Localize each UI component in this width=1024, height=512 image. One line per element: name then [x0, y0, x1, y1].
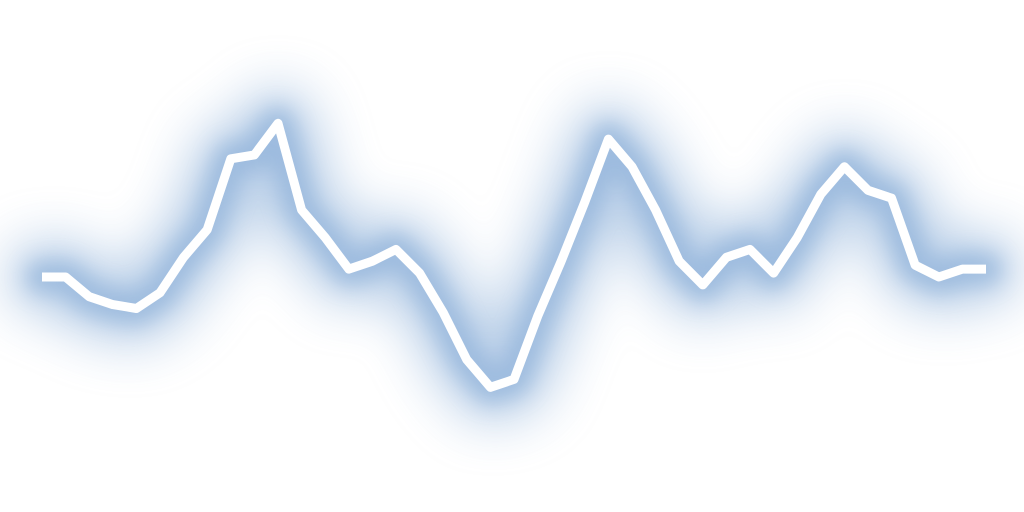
wave-line	[42, 118, 986, 392]
